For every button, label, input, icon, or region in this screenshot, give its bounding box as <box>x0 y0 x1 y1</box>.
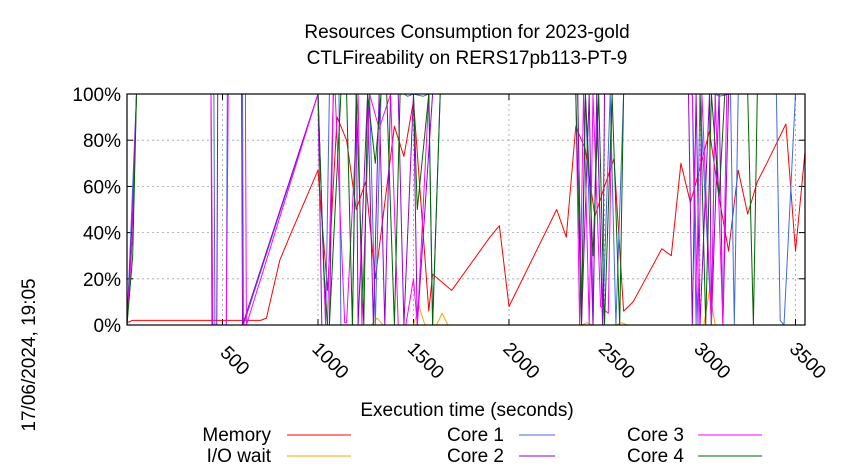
y-tick-label: 80% <box>83 131 121 152</box>
x-axis-label: Execution time (seconds) <box>360 400 573 421</box>
legend-label: I/O wait <box>207 446 272 467</box>
legend-label: Core 3 <box>627 425 684 446</box>
x-tick-label: 1000 <box>308 339 353 384</box>
plot-frame <box>126 93 806 326</box>
y-tick-label: 0% <box>94 316 122 337</box>
x-tick-label: 3000 <box>689 339 734 384</box>
y-tick-label: 60% <box>83 177 121 198</box>
legend-label: Core 4 <box>627 446 684 467</box>
legend-label: Core 2 <box>447 446 504 467</box>
y-tick-label: 20% <box>83 270 121 291</box>
y-tick-label: 40% <box>83 224 121 245</box>
x-tick-label: 2000 <box>498 339 543 384</box>
data-series <box>126 93 806 326</box>
x-tick-label: 1500 <box>403 339 448 384</box>
timestamp-label: 17/06/2024, 19:05 <box>19 278 40 431</box>
legend-label: Memory <box>202 425 271 446</box>
x-tick-label: 500 <box>216 342 253 379</box>
x-tick-label: 3500 <box>785 339 830 384</box>
y-tick-labels: 0% 20% 40% 60% 80% 100% <box>72 85 121 337</box>
x-tick-label: 2500 <box>594 339 639 384</box>
legend-label: Core 1 <box>447 425 504 446</box>
x-tick-labels: 500 1000 1500 2000 2500 3000 3500 <box>216 339 830 384</box>
chart-title-line-2: CTLFireability on RERS17pb113-PT-9 <box>307 48 628 69</box>
y-tick-label: 100% <box>72 85 121 106</box>
series-line-i-o-wait <box>127 289 805 326</box>
chart-title-line-1: Resources Consumption for 2023-gold <box>304 22 629 43</box>
